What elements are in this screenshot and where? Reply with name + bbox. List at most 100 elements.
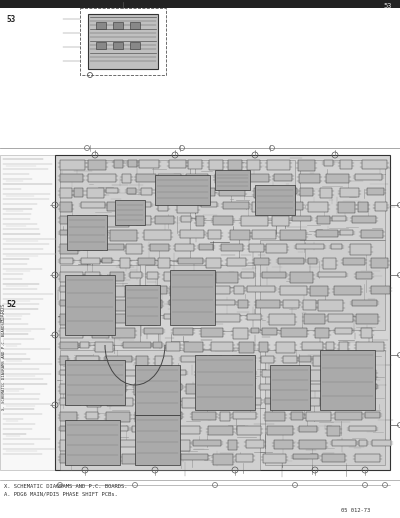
- Bar: [272, 216, 289, 226]
- Bar: [105, 216, 129, 227]
- Bar: [135, 286, 148, 296]
- Bar: [352, 216, 376, 223]
- Bar: [252, 202, 263, 212]
- Bar: [359, 440, 367, 447]
- Bar: [265, 398, 286, 404]
- Bar: [304, 314, 324, 324]
- Bar: [299, 426, 317, 432]
- Bar: [328, 314, 353, 322]
- Bar: [144, 328, 163, 334]
- Bar: [83, 244, 102, 250]
- Bar: [136, 174, 156, 182]
- Bar: [184, 342, 202, 352]
- Bar: [111, 300, 137, 311]
- Bar: [259, 342, 268, 352]
- Bar: [201, 202, 217, 207]
- Bar: [238, 300, 248, 308]
- Bar: [236, 426, 261, 435]
- Bar: [82, 258, 100, 264]
- Bar: [88, 286, 104, 295]
- Text: X. SCHEMATIC DIAGRAMS AND P.C. BOARDS.: X. SCHEMATIC DIAGRAMS AND P.C. BOARDS.: [2, 320, 6, 410]
- Bar: [215, 170, 250, 190]
- Bar: [302, 384, 329, 391]
- Bar: [221, 244, 243, 251]
- Bar: [361, 230, 382, 238]
- Bar: [298, 160, 316, 171]
- Bar: [76, 356, 99, 362]
- Bar: [211, 342, 234, 352]
- Bar: [86, 412, 98, 419]
- Bar: [368, 384, 377, 389]
- Bar: [158, 398, 175, 408]
- Bar: [60, 216, 70, 224]
- Bar: [96, 22, 106, 29]
- Bar: [60, 300, 86, 306]
- Bar: [372, 258, 388, 268]
- Bar: [167, 370, 186, 376]
- Bar: [112, 328, 135, 338]
- Bar: [106, 412, 130, 422]
- Bar: [340, 230, 353, 235]
- Bar: [110, 272, 124, 281]
- Bar: [177, 202, 198, 213]
- Bar: [114, 160, 123, 168]
- Bar: [60, 426, 76, 431]
- Bar: [101, 384, 126, 392]
- Bar: [180, 426, 200, 434]
- Bar: [310, 286, 328, 296]
- Bar: [214, 370, 226, 377]
- Bar: [299, 174, 320, 183]
- Bar: [313, 356, 338, 366]
- Bar: [247, 286, 275, 292]
- Bar: [130, 42, 140, 49]
- Bar: [60, 440, 81, 451]
- Bar: [80, 8, 166, 75]
- Bar: [358, 202, 368, 212]
- Bar: [255, 185, 295, 215]
- Bar: [340, 188, 359, 197]
- Bar: [81, 202, 105, 208]
- Bar: [335, 328, 352, 334]
- Bar: [0, 155, 55, 470]
- Bar: [247, 314, 261, 321]
- Bar: [145, 265, 255, 315]
- Bar: [206, 258, 221, 268]
- Bar: [355, 454, 380, 462]
- Bar: [230, 230, 250, 240]
- Bar: [169, 300, 182, 305]
- Bar: [60, 272, 83, 282]
- Bar: [196, 272, 208, 277]
- Bar: [102, 258, 112, 263]
- Bar: [144, 230, 171, 240]
- Bar: [60, 160, 190, 260]
- Bar: [60, 174, 83, 182]
- Bar: [88, 174, 116, 182]
- Bar: [60, 202, 72, 212]
- Bar: [283, 356, 297, 363]
- Bar: [246, 440, 264, 448]
- Bar: [140, 300, 162, 308]
- Bar: [292, 398, 320, 406]
- Text: 05 012-73: 05 012-73: [341, 508, 370, 513]
- Bar: [92, 328, 109, 338]
- Bar: [256, 300, 280, 308]
- Bar: [280, 230, 306, 240]
- Bar: [65, 275, 115, 335]
- Bar: [304, 300, 316, 310]
- Bar: [140, 160, 159, 168]
- Bar: [146, 440, 157, 447]
- Bar: [188, 300, 211, 310]
- Bar: [96, 42, 106, 49]
- Bar: [278, 258, 304, 264]
- Bar: [323, 258, 336, 269]
- Bar: [367, 188, 384, 195]
- Bar: [326, 370, 336, 377]
- Bar: [106, 188, 118, 193]
- Bar: [314, 328, 328, 338]
- Bar: [266, 244, 287, 253]
- Bar: [83, 426, 108, 436]
- Text: BOARDS: BOARDS: [0, 302, 6, 322]
- Bar: [156, 286, 167, 294]
- Bar: [126, 244, 142, 254]
- Bar: [194, 314, 209, 323]
